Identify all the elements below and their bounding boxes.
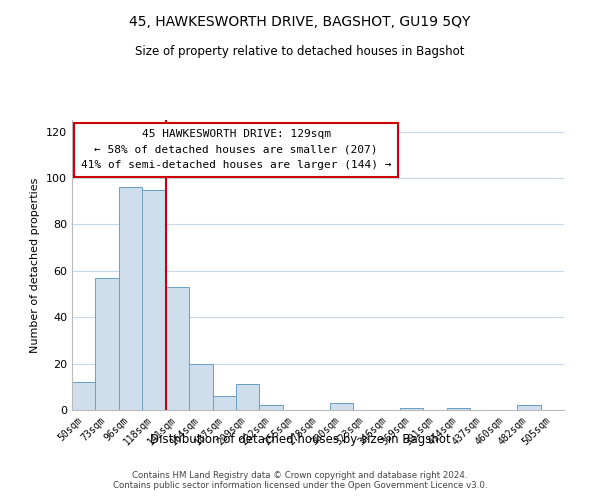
Bar [119,188,142,410]
Bar [189,364,212,410]
Bar [142,190,166,410]
Y-axis label: Number of detached properties: Number of detached properties [31,178,40,352]
Bar [95,278,119,410]
Bar [259,406,283,410]
Text: Size of property relative to detached houses in Bagshot: Size of property relative to detached ho… [135,45,465,58]
Bar [330,403,353,410]
Bar [72,382,95,410]
Text: 45 HAWKESWORTH DRIVE: 129sqm
← 58% of detached houses are smaller (207)
41% of s: 45 HAWKESWORTH DRIVE: 129sqm ← 58% of de… [81,130,391,170]
Bar [447,408,470,410]
Text: 45, HAWKESWORTH DRIVE, BAGSHOT, GU19 5QY: 45, HAWKESWORTH DRIVE, BAGSHOT, GU19 5QY [130,15,470,29]
Text: Distribution of detached houses by size in Bagshot: Distribution of detached houses by size … [149,432,451,446]
Bar [400,408,424,410]
Bar [517,406,541,410]
Bar [236,384,259,410]
Bar [212,396,236,410]
Bar [166,287,189,410]
Text: Contains HM Land Registry data © Crown copyright and database right 2024.
Contai: Contains HM Land Registry data © Crown c… [113,470,487,490]
